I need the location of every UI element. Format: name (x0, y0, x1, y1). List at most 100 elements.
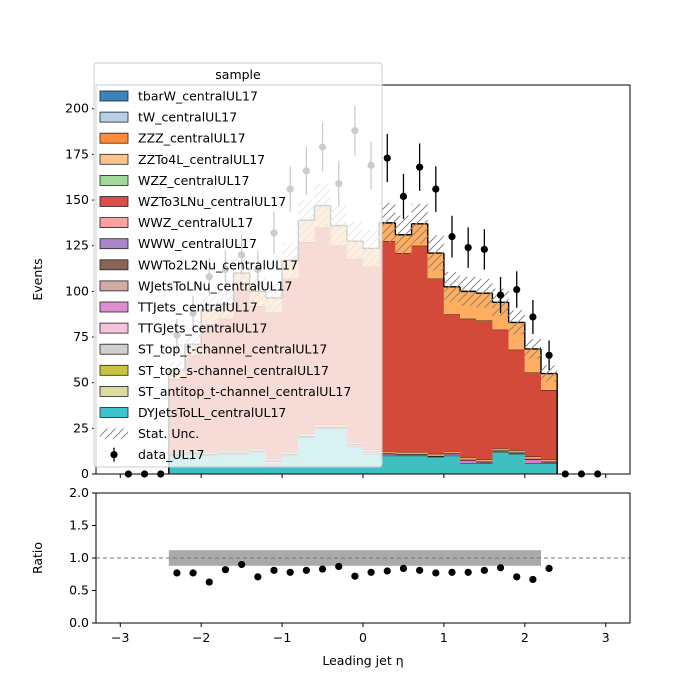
legend-swatch-WZTo3LNu_centralUL17 (99, 196, 129, 207)
ratio-point (383, 567, 391, 575)
y-tick-label: 200 (65, 101, 89, 116)
ratio-point (399, 564, 408, 573)
legend-box (93, 62, 383, 468)
legend-entry-label: ST_antitop_t-channel_centralUL17 (138, 384, 351, 399)
data-point (432, 185, 440, 193)
legend-swatch-WZZ_centralUL17 (99, 174, 129, 186)
data-point (496, 291, 505, 299)
ratio-y-tick-label: 1.5 (69, 518, 89, 533)
y-tick-label: 25 (73, 420, 89, 435)
y-axis-label: Events (30, 258, 45, 300)
legend-entry-label: WWTo2L2Nu_centralUL17 (138, 257, 298, 272)
ratio-point (318, 565, 327, 573)
legend-swatch-WWW_centralUL17 (99, 238, 129, 250)
ratio-point (254, 573, 262, 581)
ratio-point (335, 562, 343, 571)
ratio-point (480, 566, 488, 574)
ratio-x-tick-label: 3 (602, 630, 610, 645)
ratio-point (367, 568, 375, 576)
legend-entry-label: WZZ_centralUL17 (138, 173, 249, 188)
data-point (448, 232, 456, 241)
y-tick-label: 125 (65, 238, 89, 253)
legend-swatch-WJetsToLNu_centralUL17 (99, 280, 129, 292)
legend-entry-label: DYJetsToLL_centralUL17 (138, 405, 286, 420)
x-axis-label: Leading jet η (322, 653, 403, 668)
data-point (480, 245, 488, 253)
ratio-x-tick-label: 2 (521, 630, 529, 645)
legend-entry-label: ST_top_s-channel_centralUL17 (138, 363, 329, 378)
legend-entry-label: ST_top_t-channel_centralUL17 (138, 342, 327, 357)
y-tick-label: 100 (65, 283, 89, 298)
ratio-point (189, 569, 197, 577)
legend-swatch-ST_top_s-channel_centralUL17 (99, 364, 129, 376)
ratio-y-tick-label: 0.0 (69, 615, 89, 630)
ratio-unc-band (168, 550, 541, 566)
y-tick-label: 75 (73, 329, 89, 344)
legend-swatch-DYJetsToLL_centralUL17 (99, 407, 129, 418)
legend-swatch-WWTo2L2Nu_centralUL17 (99, 259, 129, 271)
ratio-point (286, 568, 294, 576)
ratio-point (448, 568, 456, 576)
legend-swatch-ST_antitop_t-channel_centralUL17 (99, 385, 129, 397)
legend-swatch-ZZZ_centralUL17 (99, 132, 129, 144)
ratio-y-tick-label: 0.5 (69, 583, 89, 598)
ratio-point (270, 566, 278, 574)
ratio-point (416, 566, 424, 574)
data-point (545, 351, 553, 359)
legend-entry-label: TTJets_centralUL17 (137, 300, 258, 315)
legend-entry-label: Stat. Unc. (138, 426, 199, 441)
data-point (529, 313, 537, 321)
legend-entry-label: data_UL17 (138, 447, 204, 462)
ratio-point (173, 569, 181, 577)
ratio-y-tick-label: 2.0 (69, 485, 89, 500)
y-tick-label: 0 (81, 466, 89, 481)
legend-entry-label: tW_centralUL17 (138, 110, 237, 125)
data-point (513, 285, 521, 294)
ratio-point (221, 566, 230, 574)
ratio-point (496, 564, 505, 572)
legend-entry-label: ZZZ_centralUL17 (138, 131, 246, 146)
ratio-point (529, 575, 537, 584)
legend-swatch-ZZTo4L_centralUL17 (99, 153, 129, 165)
ratio-point (238, 560, 246, 569)
legend-swatch-stat-unc (100, 428, 128, 439)
y-tick-label: 175 (65, 146, 89, 161)
ratio-point (205, 578, 213, 586)
legend-swatch-WWZ_centralUL17 (99, 217, 129, 229)
ratio-point (351, 572, 359, 580)
legend-swatch-data (110, 451, 118, 459)
legend-entry-label: TTGJets_centralUL17 (137, 321, 267, 336)
ratio-x-tick-label: −2 (192, 630, 210, 645)
legend-swatch-TTJets_centralUL17 (99, 301, 129, 313)
y-tick-label: 150 (65, 192, 89, 207)
data-point (416, 163, 424, 171)
legend-entry-label: WWW_centralUL17 (138, 236, 257, 251)
legend-entry-label: WZTo3LNu_centralUL17 (138, 194, 286, 209)
ratio-x-tick-label: 1 (440, 630, 448, 645)
ratio-point (513, 573, 521, 581)
ratio-x-tick-label: −3 (111, 630, 129, 645)
legend-entry-label: tbarW_centralUL17 (138, 89, 258, 104)
legend-swatch-tW_centralUL17 (99, 111, 129, 123)
y-tick-label: 50 (73, 375, 89, 390)
ratio-x-tick-label: −1 (273, 630, 291, 645)
ratio-point (545, 564, 553, 573)
ratio-point (432, 569, 440, 577)
legend-title: sample (215, 67, 261, 82)
legend-entry-label: WJetsToLNu_centralUL17 (138, 278, 292, 293)
data-point (399, 192, 408, 201)
ratio-point (464, 568, 472, 576)
ratio-plot: 0.0 0.5 1.0 1.5 2.0 −3 −2 −1 0 1 2 3 Ratio Leading je… (30, 485, 631, 668)
ratio-x-tick-label: 0 (359, 630, 367, 645)
ratio-y-tick-label: 1.0 (69, 550, 89, 565)
legend-swatch-tbarW_centralUL17 (99, 90, 129, 102)
legend: sample tbarW_centralUL17 tW_centralUL17 ZZZ… (93, 62, 383, 468)
data-point (464, 243, 472, 252)
legend-swatch-ST_top_t-channel_centralUL17 (99, 343, 129, 355)
legend-entry-label: ZZTo4L_centralUL17 (138, 152, 265, 167)
ratio-y-axis-label: Ratio (30, 542, 45, 574)
ratio-point (302, 566, 310, 574)
data-point (383, 154, 391, 162)
legend-entry-label: WWZ_centralUL17 (138, 215, 253, 230)
